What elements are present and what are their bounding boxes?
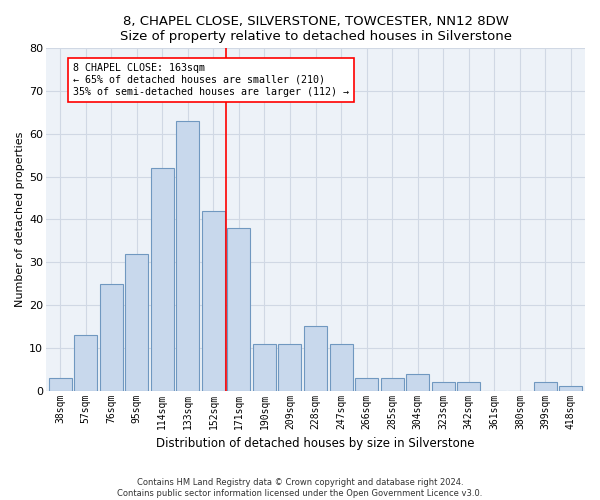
Bar xyxy=(74,335,97,390)
Bar xyxy=(406,374,429,390)
Bar xyxy=(304,326,327,390)
Bar xyxy=(278,344,301,390)
Text: 8 CHAPEL CLOSE: 163sqm
← 65% of detached houses are smaller (210)
35% of semi-de: 8 CHAPEL CLOSE: 163sqm ← 65% of detached… xyxy=(73,64,349,96)
Bar xyxy=(534,382,557,390)
Bar xyxy=(176,121,199,390)
Bar xyxy=(125,254,148,390)
Bar xyxy=(329,344,353,390)
X-axis label: Distribution of detached houses by size in Silverstone: Distribution of detached houses by size … xyxy=(156,437,475,450)
Bar xyxy=(432,382,455,390)
Bar xyxy=(100,284,122,391)
Bar xyxy=(227,228,250,390)
Bar xyxy=(253,344,276,390)
Title: 8, CHAPEL CLOSE, SILVERSTONE, TOWCESTER, NN12 8DW
Size of property relative to d: 8, CHAPEL CLOSE, SILVERSTONE, TOWCESTER,… xyxy=(119,15,512,43)
Bar xyxy=(559,386,583,390)
Bar xyxy=(355,378,378,390)
Bar xyxy=(380,378,404,390)
Bar xyxy=(457,382,480,390)
Text: Contains HM Land Registry data © Crown copyright and database right 2024.
Contai: Contains HM Land Registry data © Crown c… xyxy=(118,478,482,498)
Y-axis label: Number of detached properties: Number of detached properties xyxy=(15,132,25,307)
Bar xyxy=(202,211,225,390)
Bar xyxy=(49,378,71,390)
Bar xyxy=(151,168,174,390)
